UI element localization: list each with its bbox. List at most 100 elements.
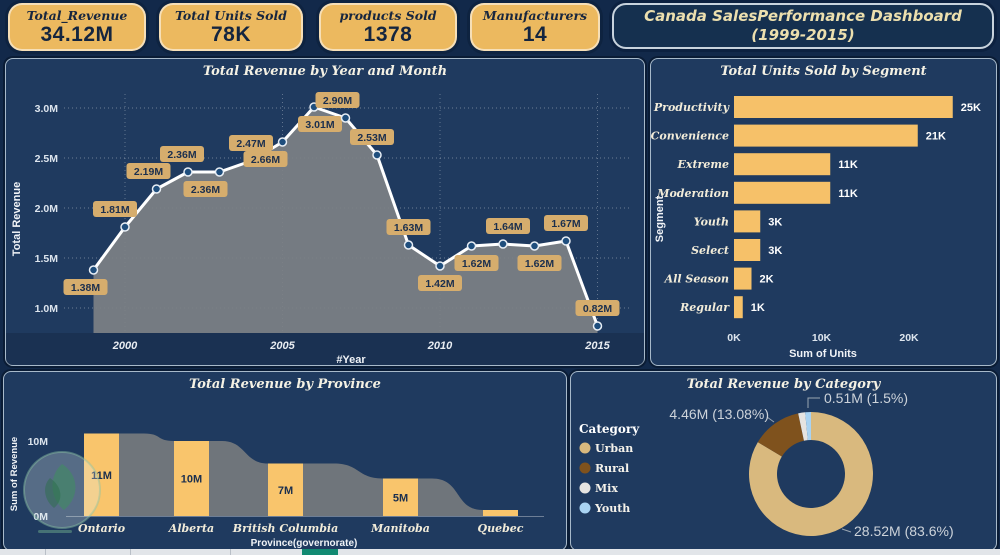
segment-bar-select[interactable] — [734, 239, 761, 261]
svg-text:3.01M: 3.01M — [305, 119, 334, 131]
svg-text:1.62M: 1.62M — [462, 258, 491, 270]
segment-bar-convenience[interactable] — [734, 124, 918, 147]
svg-text:Ontario: Ontario — [78, 522, 125, 535]
svg-text:#Year: #Year — [336, 354, 366, 365]
donut-slice-rural[interactable] — [757, 413, 804, 457]
legend-item-youth[interactable]: Youth — [594, 502, 630, 515]
data-label: 1.62M — [454, 255, 499, 271]
dashboard-title: Canada SalesPerformance Dashboard — [644, 7, 962, 25]
segment-bar-regular[interactable] — [734, 296, 743, 319]
svg-text:Moderation: Moderation — [656, 187, 729, 200]
data-label: 1.67M — [544, 215, 588, 231]
donut-slice-mix[interactable] — [798, 412, 808, 441]
svg-text:Category: Category — [579, 422, 640, 436]
legend-item-mix[interactable]: Mix — [595, 482, 618, 495]
svg-text:2015: 2015 — [584, 340, 610, 352]
svg-text:3K: 3K — [768, 245, 782, 257]
category-legend: Category Urban Rural Mix Youth — [579, 422, 640, 515]
svg-text:11K: 11K — [838, 159, 858, 171]
line-point-2015[interactable] — [592, 321, 603, 331]
line-point-2000[interactable] — [120, 222, 130, 232]
svg-text:Alberta: Alberta — [168, 522, 214, 535]
svg-text:2.36M: 2.36M — [167, 149, 196, 161]
data-label: 2.36M — [183, 181, 228, 197]
svg-text:2.0M: 2.0M — [35, 203, 59, 215]
kpi-label: Total Units Sold — [175, 7, 287, 23]
strip-selected-cell[interactable] — [302, 549, 338, 555]
svg-text:2.47M: 2.47M — [236, 138, 265, 150]
legend-item-rural[interactable]: Rural — [595, 462, 629, 475]
svg-text:1.42M: 1.42M — [425, 278, 454, 290]
svg-text:Sum of Revenue: Sum of Revenue — [9, 437, 20, 511]
line-point-2009[interactable] — [403, 240, 414, 250]
kpi-card-manufacturers[interactable]: Manufacturers 14 — [470, 3, 600, 51]
dashboard-subtitle: (1999-2015) — [751, 26, 855, 44]
svg-text:Province(governorate): Province(governorate) — [251, 538, 358, 549]
kpi-value: 1378 — [363, 22, 413, 46]
kpi-card-total-units-sold[interactable]: Total Units Sold 78K — [159, 3, 303, 51]
svg-text:2010: 2010 — [427, 340, 453, 352]
donut-slice-urban[interactable] — [749, 412, 873, 536]
svg-text:1.38M: 1.38M — [71, 282, 100, 294]
donut-chart-svg: 4.46M (13.08%) 0.51M (1.5%) 28.52M (83.6%)… — [579, 390, 954, 539]
province-bar-quebec[interactable] — [483, 510, 518, 516]
kpi-row: Total_Revenue 34.12M Total Units Sold 78… — [0, 0, 1000, 56]
province-bar-manitoba[interactable] — [383, 478, 418, 517]
line-point-2012[interactable] — [498, 239, 508, 249]
segment-bar-all-season[interactable] — [734, 267, 752, 290]
data-label: 2.19M — [126, 163, 171, 179]
svg-text:7M: 7M — [278, 485, 293, 497]
data-label: 2.90M — [315, 92, 360, 108]
data-label: 2.47M — [229, 135, 273, 151]
segment-bar-extreme[interactable] — [734, 153, 831, 176]
kpi-card-products-sold[interactable]: products Sold 1378 — [319, 3, 457, 51]
svg-text:10M: 10M — [181, 474, 202, 486]
line-point-2010[interactable] — [435, 261, 445, 271]
chart-title-revenue-by-year: Total Revenue by Year and Month — [202, 64, 448, 79]
line-point-2001[interactable] — [151, 184, 162, 194]
svg-text:1.63M: 1.63M — [394, 222, 423, 234]
svg-text:4.46M (13.08%): 4.46M (13.08%) — [669, 406, 769, 422]
line-point-2007[interactable] — [340, 113, 351, 123]
legend-item-urban[interactable]: Urban — [595, 442, 633, 455]
svg-text:10K: 10K — [812, 332, 832, 344]
line-point-2002[interactable] — [183, 167, 193, 177]
svg-text:Regular: Regular — [679, 301, 730, 314]
segment-bar-productivity[interactable] — [734, 96, 953, 118]
svg-text:0.51M (1.5%): 0.51M (1.5%) — [824, 390, 908, 406]
line-point-2013[interactable] — [529, 241, 540, 251]
data-label: 2.53M — [350, 129, 394, 145]
province-bar-british-columbia[interactable] — [268, 463, 303, 517]
province-chart-svg: 11M Ontario 10M Alberta 7M British Columbia 5M… — [9, 433, 544, 549]
svg-text:British Columbia: British Columbia — [232, 522, 338, 535]
svg-text:3K: 3K — [768, 216, 782, 228]
donut-slice-youth[interactable] — [805, 412, 811, 441]
panel-revenue-by-province: Total Revenue by Province 11M Ontario 10M A… — [3, 371, 567, 551]
line-point-2011[interactable] — [466, 241, 477, 251]
province-bar-ontario[interactable] — [84, 433, 119, 517]
line-point-2003[interactable] — [214, 167, 225, 177]
province-bar-alberta[interactable] — [174, 441, 209, 516]
segment-bar-moderation[interactable] — [734, 181, 831, 204]
data-label: 3.01M — [298, 116, 342, 132]
line-point-2005[interactable] — [277, 137, 288, 147]
line-point-2014[interactable] — [561, 236, 571, 246]
svg-text:Convenience: Convenience — [651, 130, 729, 143]
strip-divider — [130, 549, 131, 555]
segment-bar-youth[interactable] — [734, 210, 761, 233]
data-label: 2.66M — [243, 151, 288, 167]
svg-text:Sum of Units: Sum of Units — [789, 348, 857, 360]
svg-text:2000: 2000 — [112, 340, 138, 352]
data-label: 0.82M — [575, 300, 620, 316]
line-chart-svg: 1.0M 1.5M 2.0M 2.5M 3.0M 2000 2005 2010 2015 1.38… — [6, 92, 644, 365]
line-point-1999[interactable] — [88, 265, 99, 275]
panel-units-by-segment: Total Units Sold by Segment Productivity… — [650, 58, 997, 366]
bar-chart-svg: Productivity 25K Convenience 21K Extreme 11K M… — [651, 96, 981, 360]
kpi-card-total-revenue[interactable]: Total_Revenue 34.12M — [8, 3, 146, 51]
svg-text:Segment: Segment — [654, 195, 666, 242]
svg-text:1.0M: 1.0M — [35, 303, 59, 315]
svg-text:2.53M: 2.53M — [357, 132, 386, 144]
kpi-value: 34.12M — [40, 22, 114, 46]
line-point-2008[interactable] — [372, 150, 382, 160]
